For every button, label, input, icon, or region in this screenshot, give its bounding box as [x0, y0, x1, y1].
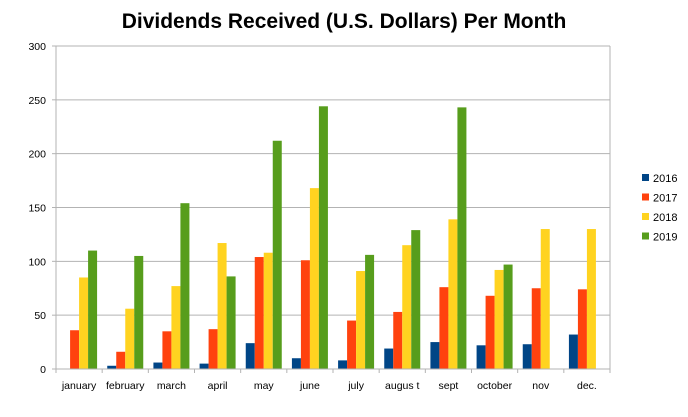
bar-group-4 [245, 140, 282, 369]
bar-2017-5 [300, 260, 310, 369]
x-tick-label: april [208, 380, 228, 392]
bar-2018-2 [171, 286, 181, 369]
bar-group-7 [384, 230, 421, 369]
y-tick-label: 50 [34, 310, 46, 322]
bar-2018-4 [263, 252, 273, 369]
bar-2017-1 [116, 351, 126, 369]
bar-2019-8 [457, 107, 467, 370]
bar-2018-6 [356, 271, 366, 369]
bar-2017-9 [485, 295, 495, 369]
bar-group-8 [430, 107, 467, 370]
y-tick-label: 0 [40, 364, 46, 376]
legend-item-2019: 2019 [642, 232, 677, 244]
bar-2019-0 [88, 250, 98, 369]
bar-2016-6 [338, 360, 348, 369]
bar-2018-0 [79, 277, 89, 369]
bar-2017-7 [393, 311, 403, 369]
legend-item-2018: 2018 [642, 212, 677, 224]
bar-2016-2 [153, 362, 163, 369]
bar-2019-7 [411, 230, 421, 369]
bar-group-10 [522, 229, 550, 369]
bar-group-6 [338, 254, 375, 369]
bar-2016-10 [522, 344, 532, 369]
x-tick-label: june [299, 380, 320, 392]
bar-2019-2 [180, 203, 190, 369]
x-tick-label: february [106, 380, 145, 392]
bar-2017-11 [577, 289, 587, 369]
bar-group-0 [70, 250, 98, 369]
bar-2017-8 [439, 287, 449, 369]
x-tick-label: march [157, 380, 186, 392]
bar-group-3 [199, 243, 236, 369]
x-tick-label: january [61, 380, 97, 392]
x-tick-label: october [477, 380, 513, 392]
bar-groups [70, 106, 596, 370]
bar-2017-2 [162, 331, 172, 369]
bar-2018-3 [217, 243, 227, 369]
bar-2016-4 [245, 343, 255, 369]
bar-2017-10 [531, 288, 541, 369]
bar-2018-7 [402, 245, 412, 369]
legend-swatch [642, 174, 649, 181]
y-tick-label: 150 [28, 203, 46, 215]
bar-2018-8 [448, 219, 458, 369]
legend-swatch [642, 232, 649, 240]
bar-2016-8 [430, 342, 440, 369]
x-tick-label: may [254, 380, 275, 392]
bar-2018-10 [540, 229, 550, 369]
x-tick-label: july [347, 380, 365, 392]
bar-group-2 [153, 203, 190, 369]
legend-label: 2019 [653, 232, 677, 244]
bar-2016-9 [476, 345, 486, 369]
y-tick-label: 300 [28, 41, 46, 53]
bar-2017-6 [347, 320, 357, 369]
bar-2019-1 [134, 255, 144, 369]
bar-2018-9 [494, 269, 504, 369]
bar-2019-3 [226, 276, 236, 369]
x-tick-label: augus t [385, 380, 420, 392]
bar-2019-5 [318, 106, 328, 369]
bar-2016-3 [199, 363, 209, 369]
bar-2019-6 [365, 254, 375, 369]
legend-label: 2016 [653, 173, 677, 185]
bar-group-9 [476, 264, 513, 369]
bar-2018-5 [309, 188, 319, 369]
bar-group-5 [291, 106, 328, 369]
bar-2017-3 [208, 329, 218, 369]
bar-2016-1 [107, 365, 117, 369]
bar-2019-4 [272, 140, 282, 369]
legend-swatch [642, 193, 649, 201]
bar-group-11 [568, 229, 596, 369]
bar-2016-5 [291, 358, 301, 369]
bar-2016-11 [568, 334, 578, 369]
x-tick-label: dec. [577, 380, 597, 392]
chart-title: Dividends Received (U.S. Dollars) Per Mo… [121, 10, 567, 33]
legend-item-2017: 2017 [642, 193, 677, 205]
bar-2019-9 [503, 264, 513, 369]
bar-2017-4 [254, 257, 264, 369]
y-tick-label: 200 [28, 149, 46, 161]
axes: 0 50 100 150 200 250 300 january february march ap… [28, 41, 611, 392]
legend-label: 2017 [653, 193, 677, 205]
bar-2018-11 [586, 229, 596, 369]
bar-2018-1 [125, 308, 135, 369]
y-tick-label: 250 [28, 95, 46, 107]
bar-2017-0 [70, 330, 80, 369]
y-tick-label: 100 [28, 256, 46, 268]
legend-swatch [642, 213, 649, 220]
bar-group-1 [107, 255, 144, 369]
legend: 2016 2017 2018 2019 [642, 173, 677, 244]
legend-item-2016: 2016 [642, 173, 677, 185]
x-tick-label: sept [438, 380, 458, 392]
legend-label: 2018 [653, 212, 677, 224]
x-tick-label: nov [532, 380, 550, 392]
bar-2016-7 [384, 348, 394, 369]
